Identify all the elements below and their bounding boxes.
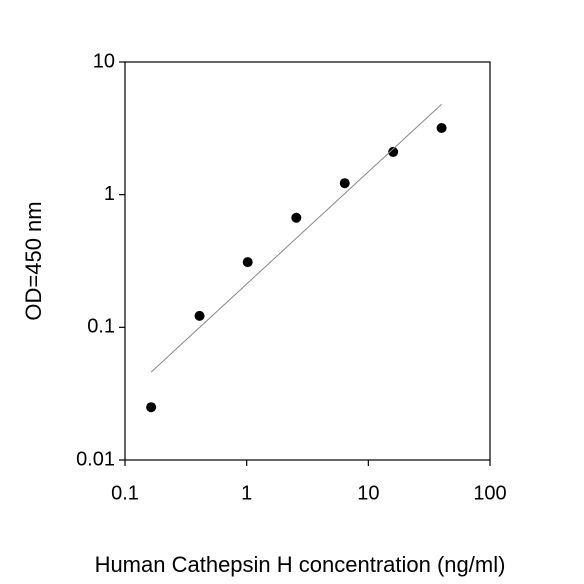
plot-frame bbox=[124, 61, 491, 461]
data-point bbox=[339, 178, 350, 189]
x-tick-label: 10 bbox=[357, 482, 379, 504]
y-tick-label: 0.01 bbox=[76, 448, 115, 470]
y-tick-label: 1 bbox=[104, 183, 115, 205]
data-point bbox=[291, 212, 302, 223]
data-point bbox=[242, 257, 253, 268]
data-point bbox=[146, 402, 157, 413]
x-axis-label: Human Cathepsin H concentration (ng/ml) bbox=[95, 552, 506, 577]
fit-line bbox=[150, 103, 442, 373]
data-point bbox=[194, 310, 205, 321]
y-axis-label: OD=450 nm bbox=[21, 201, 46, 320]
x-tick-label: 100 bbox=[473, 482, 506, 504]
y-tick-label: 10 bbox=[93, 50, 115, 72]
x-tick-label: 1 bbox=[241, 482, 252, 504]
data-point bbox=[388, 146, 399, 157]
x-tick-label: 0.1 bbox=[111, 482, 139, 504]
y-tick-label: 0.1 bbox=[87, 316, 115, 338]
data-point bbox=[436, 123, 447, 134]
